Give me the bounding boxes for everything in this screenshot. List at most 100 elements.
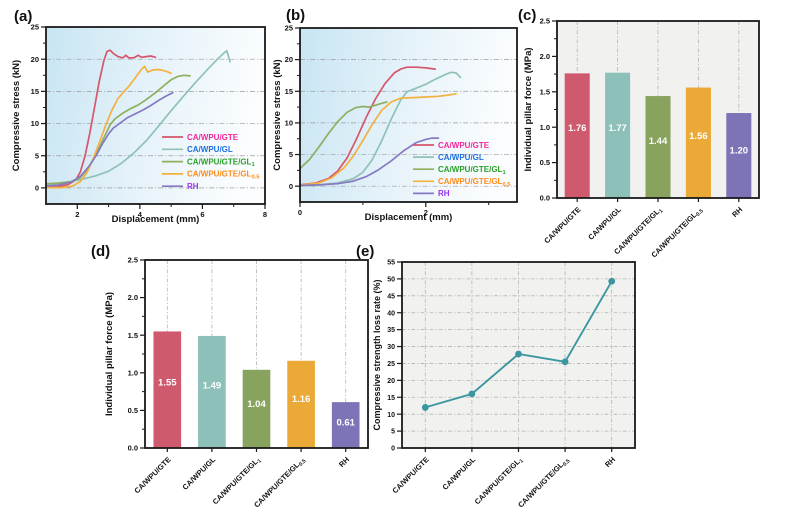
y-tick-label: 1.0	[128, 368, 138, 377]
y-axis-title: Compressive stress (kN)	[11, 60, 22, 171]
y-axis-title: Compressive stress (kN)	[272, 59, 283, 170]
series-line	[45, 49, 231, 186]
bar-value-label: 1.04	[247, 399, 266, 410]
x-category-label: RH	[603, 455, 617, 469]
y-tick-label: 5	[35, 151, 39, 160]
panel-b-chart: 0 5 10 15 20 25 0 2 CA/WPU/GTE CA/WPU/GL CA/WPU/GT…	[272, 24, 518, 223]
x-tick-label: 0	[298, 208, 302, 217]
bar	[564, 73, 590, 198]
legend-label: CA/WPU/GTE/GL1	[187, 157, 255, 168]
y-tick-label: 45	[387, 293, 395, 300]
data-point-marker	[515, 350, 522, 358]
y-axis-title: Individual pillar force (MPa)	[104, 292, 115, 416]
y-axis-title: Individual pillar force (MPa)	[523, 47, 534, 171]
series-line	[45, 65, 172, 189]
bar	[685, 87, 711, 198]
bar	[645, 96, 671, 198]
x-tick-label: 8	[263, 210, 267, 219]
x-category-label: CA/WPU/GTE	[542, 205, 582, 245]
x-tick-label: 2	[75, 210, 79, 219]
bar	[726, 113, 752, 198]
x-axis-title: Displacement (mm)	[365, 212, 453, 223]
y-tick-label: 25	[31, 23, 39, 32]
y-tick-label: 2.5	[540, 17, 550, 26]
bar	[198, 335, 226, 448]
x-category-label: CA/WPU/GTE	[132, 455, 172, 495]
x-category-label: RH	[337, 455, 351, 469]
panel-c-chart: 1.76 1.77 1.44 1.56 1.20 0.0 0.5 1.0 1.5 2.0 2.5 CA…	[523, 17, 760, 261]
bar-value-label: 1.49	[203, 380, 222, 391]
panel-label-b: (b)	[286, 7, 306, 24]
data-point-marker	[608, 277, 616, 285]
y-tick-label: 0.5	[128, 406, 138, 415]
y-tick-label: 2.0	[128, 293, 138, 302]
data-point-marker	[561, 358, 569, 366]
legend-label: CA/WPU/GL	[187, 145, 233, 154]
y-tick-label: 20	[285, 55, 293, 64]
y-tick-label: 2.5	[128, 256, 138, 265]
legend-label: CA/WPU/GTE/GL0.5	[438, 177, 511, 188]
series-line	[299, 66, 437, 186]
panel-a-chart: 0 5 10 15 20 25 2 4 6 8 CA/WPU/GTE CA/WPU/GL CA/WPU/…	[11, 23, 267, 225]
y-tick-label: 35	[387, 327, 395, 334]
y-tick-label: 10	[387, 412, 395, 419]
y-tick-label: 25	[285, 24, 293, 33]
legend-label: CA/WPU/GTE/GL0.5	[187, 170, 260, 181]
series-line	[299, 92, 457, 187]
y-tick-label: 0.0	[128, 444, 138, 453]
panel-label-d: (d)	[91, 243, 111, 260]
series-line	[299, 137, 440, 187]
panel-e-chart: 0 5 10 15 20 25 30 35 40 45 50 55 CA/WPU/GTE CA/WPU/G…	[372, 260, 636, 511]
y-tick-label: 5	[289, 150, 293, 159]
x-category-label: CA/WPU/GL	[181, 455, 218, 492]
y-tick-label: 1.0	[540, 123, 550, 132]
panel-label-e: (e)	[356, 243, 375, 260]
bar	[331, 402, 360, 448]
plot-frame	[299, 27, 518, 203]
y-tick-label: 0	[35, 184, 39, 193]
bar-value-label: 1.56	[689, 131, 708, 142]
y-tick-label: 15	[285, 87, 293, 96]
bar-value-label: 1.76	[568, 123, 587, 134]
x-axis-title: Displacement (mm)	[112, 214, 200, 225]
y-tick-label: 25	[387, 361, 395, 368]
y-tick-label: 0	[391, 446, 395, 453]
bar-value-label: 1.77	[608, 123, 627, 134]
data-point-marker	[421, 404, 429, 411]
panel-label-c: (c)	[518, 7, 537, 24]
y-tick-label: 15	[387, 395, 395, 402]
y-tick-label: 0.5	[540, 158, 550, 167]
series-line	[45, 74, 191, 185]
x-category-label: CA/WPU/GL	[586, 205, 623, 242]
x-category-label: CA/WPU/GTE/GL1	[473, 455, 525, 507]
bar-value-label: 1.44	[649, 136, 668, 147]
bar	[153, 331, 182, 448]
x-category-label: RH	[730, 205, 744, 219]
y-tick-label: 55	[387, 260, 395, 267]
legend-label: CA/WPU/GL	[438, 153, 484, 162]
panel-label-a: (a)	[14, 8, 33, 25]
x-tick-label: 2	[424, 208, 428, 217]
x-category-label: CA/WPU/GTE	[390, 455, 430, 495]
y-tick-label: 20	[387, 378, 395, 385]
bar	[605, 72, 631, 198]
bar-value-label: 0.61	[336, 417, 355, 428]
bar	[287, 360, 315, 448]
x-tick-label: 6	[200, 210, 204, 219]
y-tick-label: 15	[31, 87, 39, 96]
series-line	[299, 71, 462, 187]
y-tick-label: 5	[391, 429, 395, 436]
legend-label: CA/WPU/GTE	[187, 133, 239, 142]
bar-value-label: 1.55	[158, 378, 177, 389]
legend-label: RH	[438, 189, 450, 198]
y-tick-label: 1.5	[540, 87, 550, 96]
series-line	[45, 49, 157, 188]
y-tick-label: 30	[387, 344, 395, 351]
bar	[242, 369, 271, 448]
y-tick-label: 20	[31, 55, 39, 64]
panel-d-chart: 1.55 1.49 1.04 1.16 0.61 0.0 0.5 1.0 1.5 2.0 2.5 CA…	[104, 256, 369, 511]
y-tick-label: 10	[285, 119, 293, 128]
series-line	[45, 91, 174, 187]
